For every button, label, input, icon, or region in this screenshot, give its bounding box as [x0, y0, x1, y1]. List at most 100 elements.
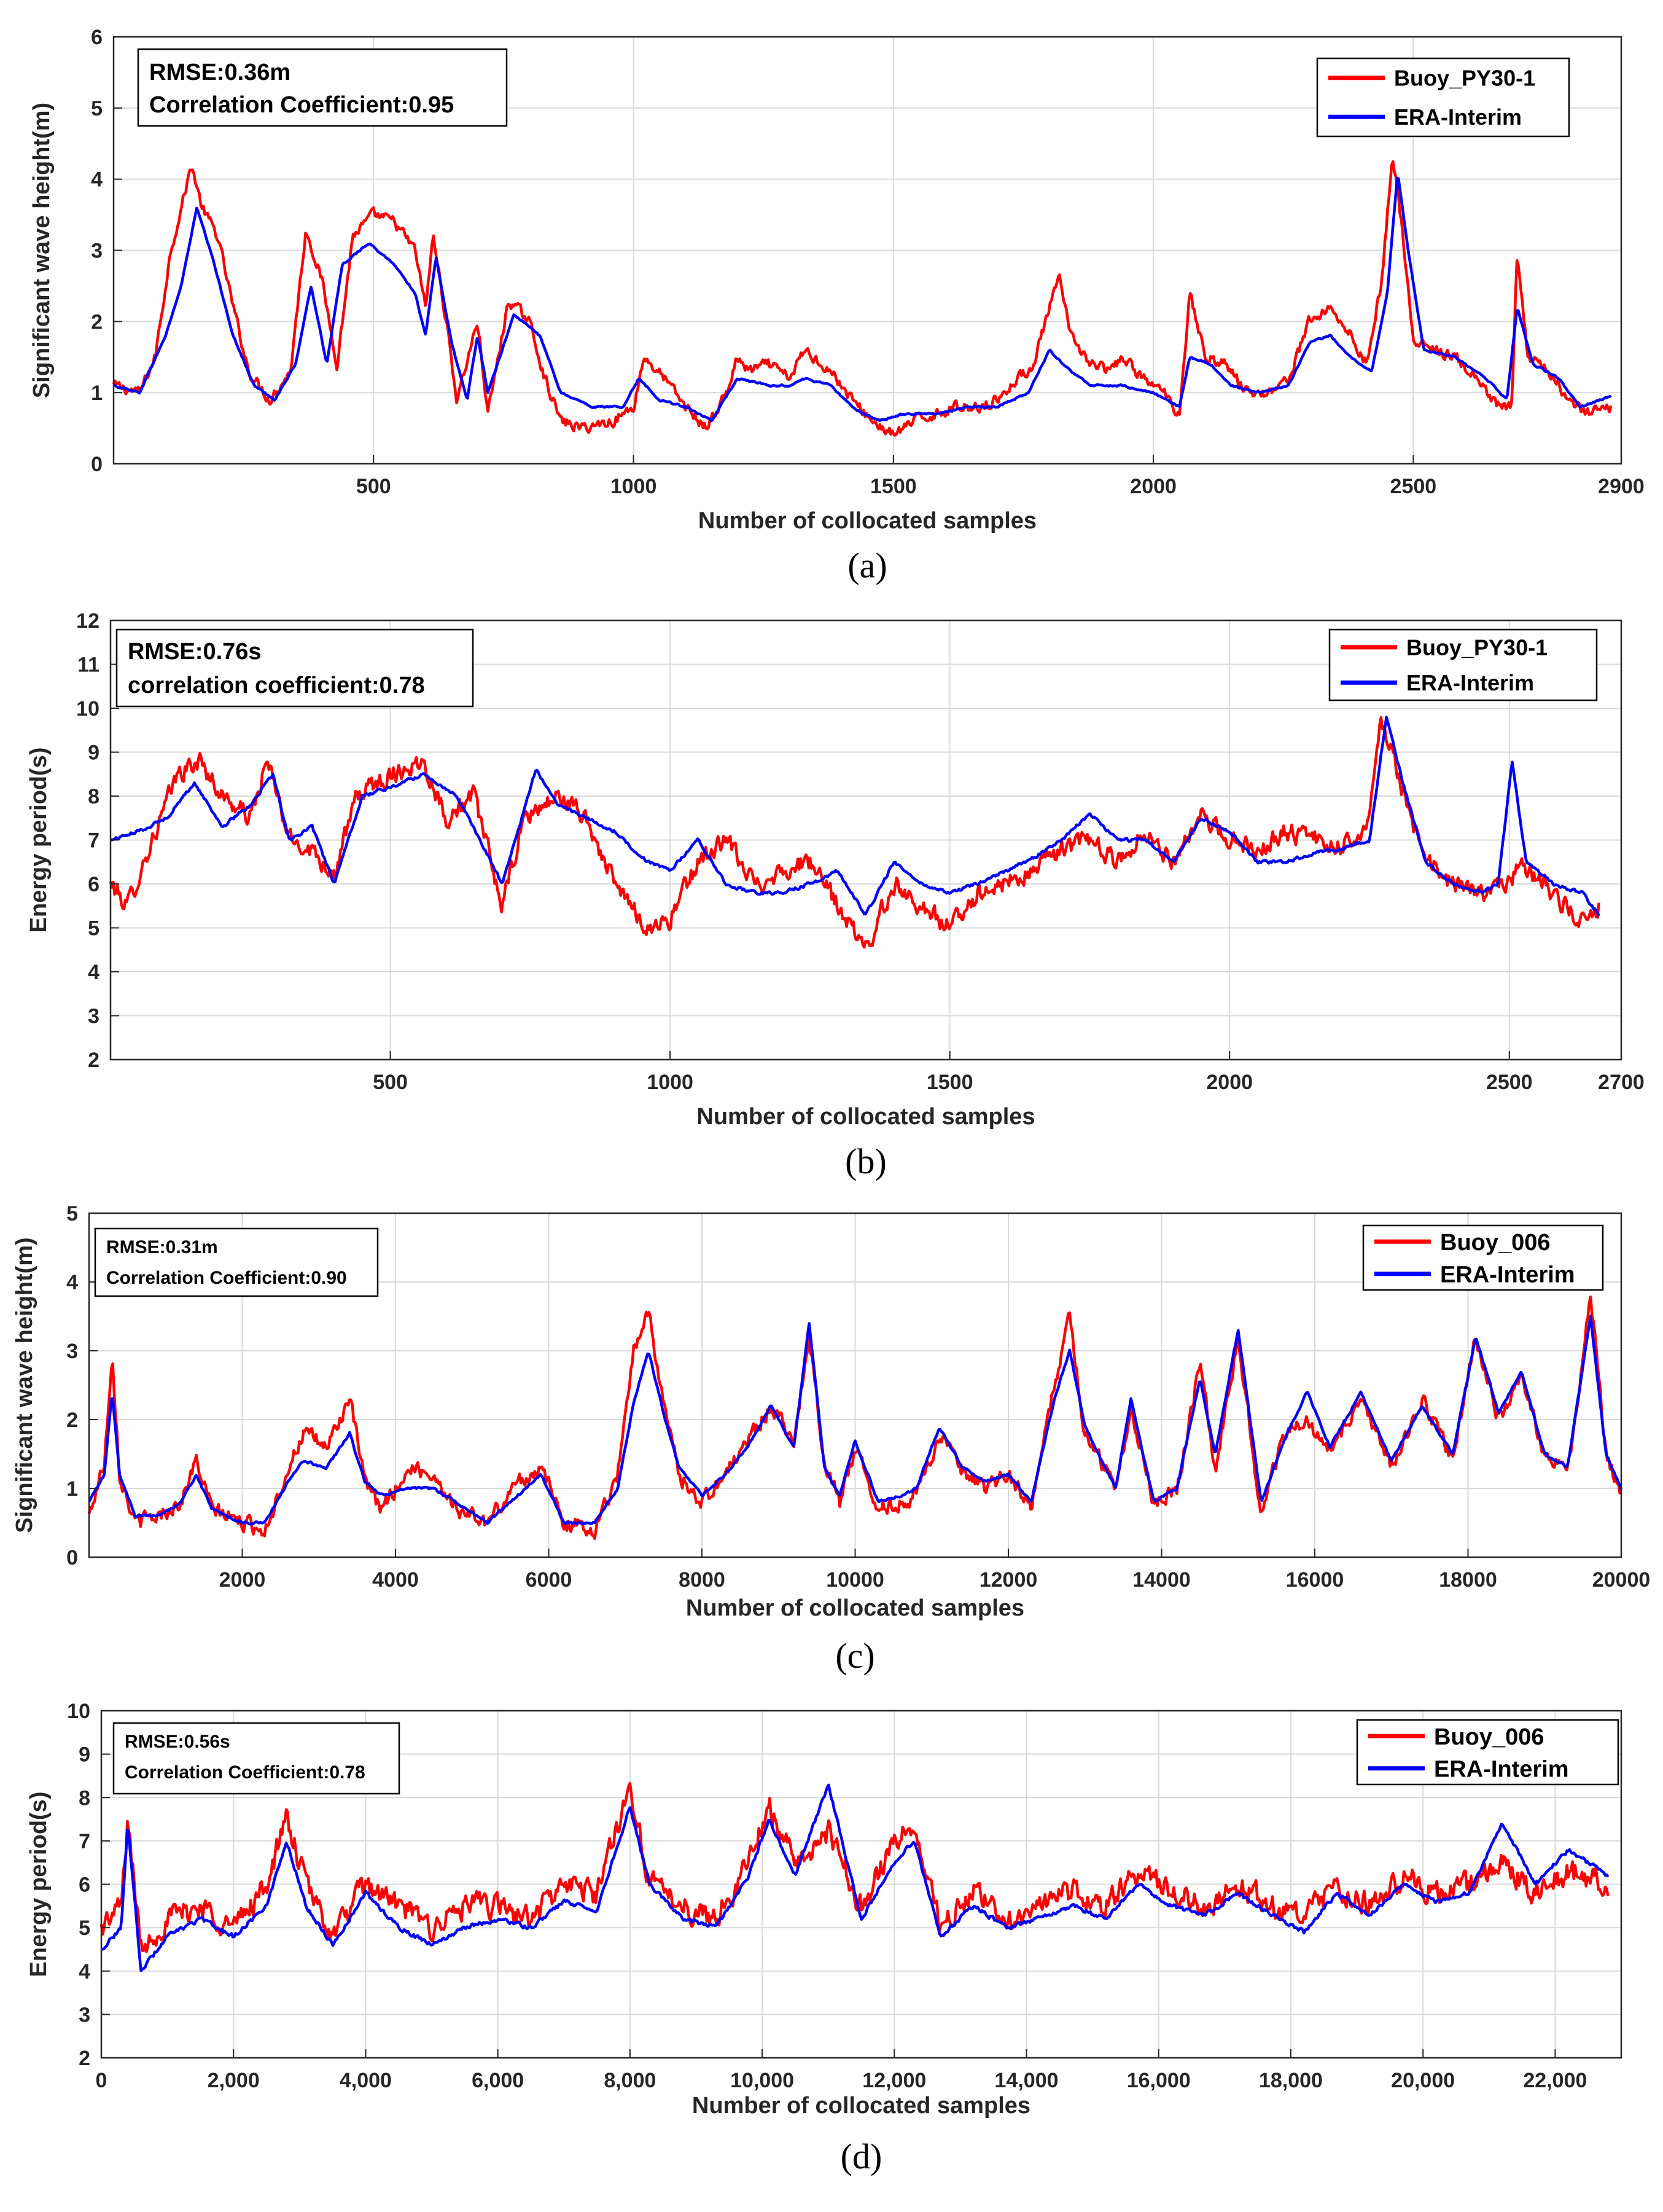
y-tick-label: 3	[91, 240, 103, 263]
y-tick-label: 2	[88, 1049, 99, 1072]
legend-label: ERA-Interim	[1440, 1262, 1575, 1288]
y-tick-label: 7	[88, 829, 99, 853]
panel-label: (a)	[847, 545, 887, 585]
y-tick-label: 7	[79, 1830, 90, 1853]
x-tick-label: 500	[356, 475, 391, 498]
y-tick-label: 9	[79, 1743, 90, 1767]
y-tick-label: 5	[79, 1917, 90, 1940]
rmse-text: RMSE:0.31m	[106, 1237, 218, 1257]
rmse-text: RMSE:0.56s	[125, 1732, 230, 1752]
y-tick-label: 1	[91, 381, 103, 405]
y-tick-label: 0	[66, 1546, 78, 1569]
y-tick-label: 3	[79, 2003, 90, 2026]
y-axis-label: Significant wave height(m)	[12, 1237, 37, 1533]
x-tick-label: 1500	[927, 1071, 973, 1094]
y-tick-label: 1	[66, 1477, 78, 1501]
legend-label: Buoy_006	[1434, 1724, 1544, 1750]
y-tick-label: 4	[79, 1960, 90, 1983]
x-tick-label: 10000	[826, 1568, 884, 1592]
y-tick-label: 6	[91, 26, 103, 49]
chart-panel-1: 500 1000 1500 2000 2500 2900 0 1 2 3 4 5 6 Number of …	[29, 26, 1645, 585]
y-tick-label: 12	[76, 609, 99, 633]
x-tick-label: 12,000	[862, 2069, 926, 2092]
correlation-text: Correlation Coefficient:0.90	[106, 1268, 347, 1288]
y-tick-label: 6	[88, 873, 99, 896]
x-tick-label: 2900	[1598, 475, 1645, 498]
x-tick-label: 2000	[1130, 475, 1177, 498]
y-tick-label: 3	[66, 1340, 78, 1363]
series-line-era-interim	[113, 176, 1612, 423]
x-tick-label: 6000	[526, 1568, 572, 1592]
y-tick-label: 8	[88, 785, 99, 808]
legend-label: ERA-Interim	[1394, 104, 1522, 130]
correlation-text: correlation coefficient:0.78	[128, 673, 425, 698]
x-tick-label: 1500	[870, 475, 917, 498]
y-tick-label: 0	[91, 453, 103, 476]
y-tick-label: 4	[88, 961, 99, 984]
panel-label: (b)	[845, 1141, 887, 1181]
x-axis-label: Number of collocated samples	[692, 2093, 1030, 2119]
x-tick-label: 10,000	[730, 2069, 794, 2092]
legend-label: Buoy_006	[1440, 1230, 1551, 1256]
y-tick-label: 4	[91, 168, 103, 192]
y-tick-label: 5	[91, 97, 103, 120]
chart-panel-4: 0 2,000 4,000 6,000 8,000 10,000 12,000 14,000 1…	[26, 1700, 1622, 2176]
series-line-era-interim	[88, 1315, 1623, 1526]
x-tick-label: 4000	[372, 1568, 419, 1592]
x-tick-label: 8000	[679, 1568, 725, 1592]
stats-box	[137, 48, 508, 127]
chart-panel-2: 500 1000 1500 2000 2500 2700 2 3 4 5 6 7 8 9 10 11 12 Num…	[26, 609, 1645, 1181]
legend-box	[1316, 57, 1570, 138]
y-axis-label: Energy period(s)	[26, 748, 52, 933]
x-tick-label: 2500	[1390, 475, 1437, 498]
y-tick-label: 9	[88, 741, 99, 765]
y-tick-label: 2	[91, 310, 103, 334]
x-axis-label: Number of collocated samples	[686, 1595, 1024, 1621]
x-tick-label: 22,000	[1523, 2069, 1587, 2092]
x-tick-label: 8,000	[604, 2069, 656, 2092]
x-tick-label: 20,000	[1391, 2069, 1455, 2092]
x-tick-label: 16000	[1286, 1568, 1344, 1592]
series-line-era-interim	[110, 716, 1600, 917]
x-tick-label: 2700	[1598, 1071, 1645, 1094]
panel-label: (d)	[841, 2136, 882, 2176]
x-tick-label: 2000	[1206, 1071, 1253, 1094]
x-tick-label: 16,000	[1127, 2069, 1191, 2092]
x-tick-label: 1000	[647, 1071, 693, 1094]
stats-box	[115, 628, 474, 708]
x-tick-label: 18000	[1439, 1568, 1497, 1592]
x-tick-label: 2500	[1486, 1071, 1533, 1094]
x-axis-label: Number of collocated samples	[698, 508, 1037, 534]
y-tick-label: 3	[88, 1005, 99, 1028]
x-axis-label: Number of collocated samples	[696, 1104, 1035, 1130]
x-tick-label: 0	[96, 2069, 107, 2092]
x-tick-label: 14000	[1132, 1568, 1191, 1592]
y-axis-label: Significant wave height(m)	[29, 103, 55, 398]
x-tick-label: 4,000	[340, 2069, 392, 2092]
x-tick-label: 12000	[979, 1568, 1038, 1592]
y-tick-label: 5	[66, 1202, 78, 1225]
legend-label: Buoy_PY30-1	[1394, 66, 1535, 91]
y-axis-label: Energy period(s)	[26, 1792, 52, 1977]
panel-label: (c)	[835, 1636, 874, 1676]
correlation-text: Correlation Coefficient:0.95	[149, 92, 454, 118]
y-tick-label: 8	[79, 1786, 90, 1810]
x-tick-label: 14,000	[995, 2069, 1059, 2092]
x-tick-label: 1000	[610, 475, 657, 498]
x-tick-label: 18,000	[1259, 2069, 1323, 2092]
series-line-buoy	[99, 1781, 1610, 1953]
legend-box	[1356, 1719, 1619, 1786]
legend-label: ERA-Interim	[1406, 670, 1534, 695]
legend-box	[1362, 1224, 1604, 1291]
y-tick-label: 2	[79, 2047, 90, 2070]
stats-box	[94, 1227, 379, 1297]
y-tick-label: 4	[66, 1271, 78, 1294]
stats-box	[112, 1722, 400, 1795]
correlation-text: Correlation Coefficient:0.78	[125, 1762, 365, 1783]
x-tick-label: 2000	[219, 1568, 266, 1592]
legend-label: Buoy_PY30-1	[1406, 635, 1548, 660]
y-tick-label: 10	[67, 1700, 90, 1723]
y-tick-label: 10	[76, 697, 99, 721]
rmse-text: RMSE:0.36m	[149, 60, 290, 85]
